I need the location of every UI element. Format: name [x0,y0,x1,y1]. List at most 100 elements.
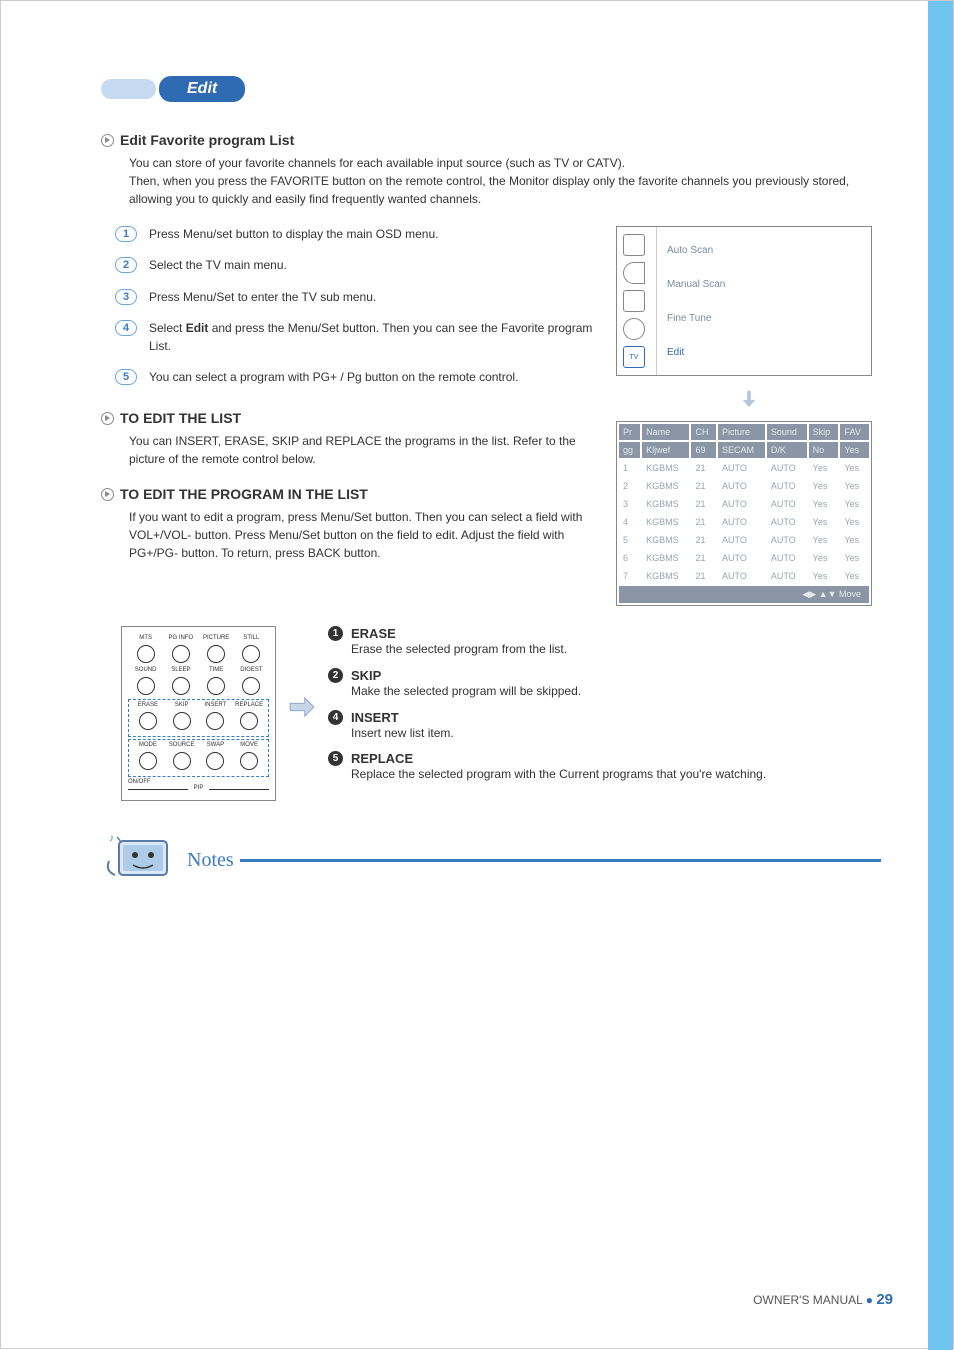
remote-pip-label: PIP [188,785,210,791]
footer-text: OWNER'S MANUAL [753,1293,862,1307]
operation-description: Erase the selected program from the list… [351,641,567,658]
operation-number: 2 [328,668,343,683]
step-number: 3 [115,289,137,305]
table-subheader-cell: gg [619,442,640,458]
table-cell: 21 [691,496,716,512]
table-cell: Yes [809,478,839,494]
operation-title: INSERT [351,710,454,725]
table-cell: AUTO [718,550,765,566]
table-cell: 2 [619,478,640,494]
table-cell: AUTO [767,478,807,494]
osd-item-fine-tune: Fine Tune [657,313,711,324]
table-row: 4KGBMS21AUTOAUTOYesYes [619,514,869,530]
pill-bar-decor [101,79,156,99]
table-cell: 21 [691,460,716,476]
time-icon [623,318,645,340]
table-cell: 4 [619,514,640,530]
table-cell: KGBMS [642,460,689,476]
remote-button [137,677,155,695]
remote-button-label: SOURCE [167,742,197,748]
table-cell: AUTO [767,532,807,548]
table-row: 3KGBMS21AUTOAUTOYesYes [619,496,869,512]
table-header-cell: Picture [718,424,765,440]
table-row: 2KGBMS21AUTOAUTOYesYes [619,478,869,494]
operation-description: Replace the selected program with the Cu… [351,766,766,783]
table-cell: AUTO [718,496,765,512]
remote-button-label: ERASE [133,702,163,708]
osd-item-edit: Edit [657,347,684,358]
table-cell: Yes [809,460,839,476]
section3-body: If you want to edit a program, press Men… [129,508,596,562]
step-text: Press Menu/Set to enter the TV sub menu. [149,289,376,306]
arrow-down-icon [616,388,881,413]
osd-item-manual-scan: Manual Scan [657,279,725,290]
remote-button [139,752,157,770]
table-cell: AUTO [718,460,765,476]
table-cell: Yes [840,496,869,512]
table-cell: Yes [840,514,869,530]
operation-item: 5REPLACEReplace the selected program wit… [328,751,881,783]
table-subheader-cell: No [809,442,839,458]
table-cell: Yes [840,532,869,548]
table-cell: 21 [691,568,716,584]
step-number: 1 [115,226,137,242]
remote-button [137,645,155,663]
table-footer-move: ◀▶ ▲▼ Move [619,586,869,603]
step-number: 2 [115,257,137,273]
table-cell: Yes [840,478,869,494]
remote-button-label: SWAP [200,742,230,748]
footer-bullet: ● [866,1293,873,1307]
intro-line1: You can store of your favorite channels … [129,154,881,172]
osd-menu: TV Auto Scan Manual Scan Fine Tune Edit [616,226,872,376]
remote-button-label: SOUND [131,667,161,673]
operation-item: 1ERASEErase the selected program from th… [328,626,881,658]
remote-button-label: INSERT [200,702,230,708]
remote-button [173,752,191,770]
operation-item: 4INSERTInsert new list item. [328,710,881,742]
table-subheader-cell: D/K [767,442,807,458]
step-text: Select the TV main menu. [149,257,287,274]
remote-pip-divider: PIP [128,789,269,790]
intro-line2: Then, when you press the FAVORITE button… [129,172,881,208]
table-row: 1KGBMS21AUTOAUTOYesYes [619,460,869,476]
footer-page-number: 29 [876,1291,893,1308]
table-row: 6KGBMS21AUTOAUTOYesYes [619,550,869,566]
operation-number: 4 [328,710,343,725]
table-subheader-cell: 69 [691,442,716,458]
arrow-right-icon [288,696,316,721]
osd-item-auto-scan: Auto Scan [657,245,713,256]
table-subheader-cell: SECAM [718,442,765,458]
operation-item: 2SKIPMake the selected program will be s… [328,668,881,700]
remote-button [207,677,225,695]
table-cell: KGBMS [642,496,689,512]
step-row: 2 Select the TV main menu. [115,257,596,274]
table-cell: 21 [691,532,716,548]
table-cell: Yes [809,496,839,512]
table-cell: KGBMS [642,568,689,584]
program-table: PrNameCHPictureSoundSkipFAV ggKljwef69SE… [616,421,872,606]
remote-button-label: REPLACE [234,702,264,708]
section-pill-row: Edit [101,76,881,102]
step-text: Press Menu/set button to display the mai… [149,226,438,243]
operation-title: SKIP [351,668,581,683]
section2-body: You can INSERT, ERASE, SKIP and REPLACE … [129,432,596,468]
heading-edit-favorite: Edit Favorite program List [101,132,881,148]
table-cell: 7 [619,568,640,584]
step-number: 4 [115,320,137,336]
table-cell: Yes [809,532,839,548]
table-cell: 1 [619,460,640,476]
remote-button [206,752,224,770]
table-cell: AUTO [767,460,807,476]
remote-pip-buttons-group: MODESOURCESWAPMOVE [128,739,269,777]
bullet-icon [101,412,114,425]
table-cell: KGBMS [642,550,689,566]
heading-to-edit-program: TO EDIT THE PROGRAM IN THE LIST [101,486,596,502]
table-cell: AUTO [718,532,765,548]
table-header-cell: CH [691,424,716,440]
remote-control-diagram: MTSPG INFOPICTURESTILL SOUNDSLEEPTIMEDIG… [121,626,276,801]
remote-button-label: SLEEP [166,667,196,673]
channel-icon [623,290,645,312]
table-cell: 21 [691,514,716,530]
table-cell: 21 [691,550,716,566]
table-cell: AUTO [718,514,765,530]
